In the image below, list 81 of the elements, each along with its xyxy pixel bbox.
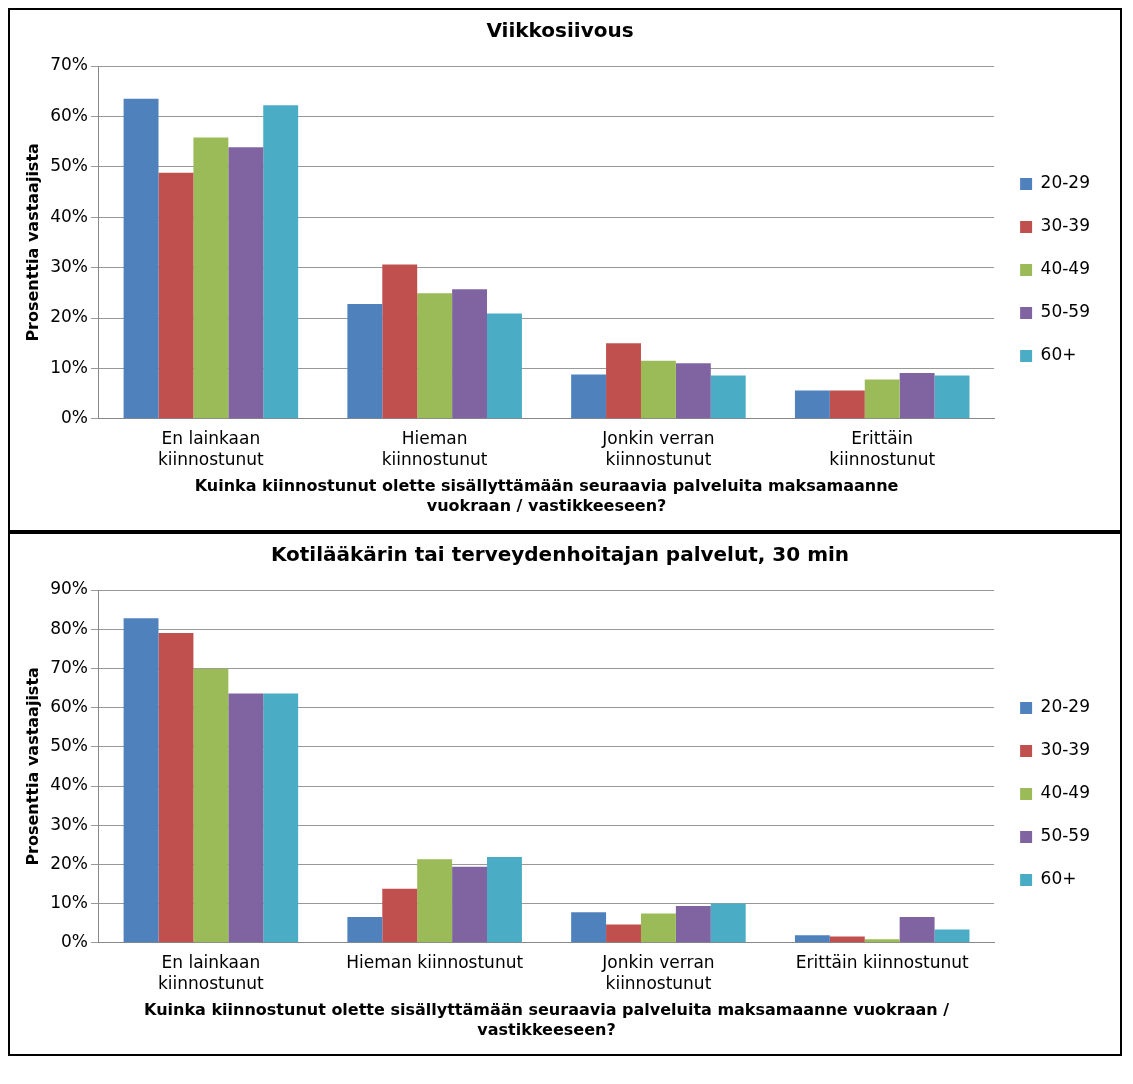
legend-label: 30-39	[1040, 739, 1091, 760]
bar	[452, 866, 488, 943]
y-tick-label: 10%	[50, 892, 88, 913]
bar	[417, 293, 453, 419]
y-tick-label: 60%	[50, 696, 88, 717]
bar	[382, 888, 418, 943]
bar	[934, 929, 970, 943]
chart-title: Kotilääkärin tai terveydenhoitajan palvelut, 30 min	[270, 542, 850, 567]
legend-label: 30-39	[1040, 215, 1091, 236]
y-tick-label: 0%	[61, 407, 88, 428]
y-tick-label: 10%	[50, 356, 88, 377]
bar	[829, 390, 865, 419]
bar	[606, 343, 641, 419]
legend-label: 60+	[1040, 868, 1077, 889]
legend-label: 60+	[1040, 344, 1077, 365]
y-tick-label: 40%	[50, 205, 88, 226]
bar	[710, 903, 746, 943]
bar	[640, 360, 676, 419]
y-axis-title: Prosenttia vastaajista	[22, 667, 42, 866]
bar	[263, 105, 299, 419]
bar	[452, 289, 488, 419]
legend-label: 20-29	[1040, 696, 1091, 717]
y-tick-label: 70%	[50, 656, 88, 677]
legend-label: 50-59	[1040, 301, 1091, 322]
bar	[228, 147, 264, 419]
bar	[710, 375, 746, 419]
x-axis-title: Kuinka kiinnostunut olette sisällyttämään seuraavia palveluita maksamaanne vuokraan / vastikkeeseen?	[194, 476, 899, 515]
bar	[934, 375, 970, 419]
x-tick-label: En lainkaan kiinnostunut	[157, 428, 265, 469]
x-tick-label: Jonkin verran kiinnostunut	[601, 428, 715, 469]
bar	[263, 693, 299, 943]
bar	[228, 693, 264, 943]
y-tick-label: 50%	[50, 155, 88, 176]
bar	[347, 916, 383, 943]
bar	[571, 912, 607, 943]
bar	[158, 172, 194, 419]
x-tick-label: En lainkaan kiinnostunut	[157, 952, 265, 993]
legend-label: 40-49	[1040, 782, 1091, 803]
chart-title: Viikkosiivous	[486, 18, 634, 43]
bar	[382, 264, 418, 419]
y-tick-label: 60%	[50, 104, 88, 125]
bar	[193, 668, 229, 943]
x-tick-label: Erittäin kiinnostunut	[795, 952, 969, 973]
bar	[640, 913, 676, 943]
y-tick-label: 70%	[50, 54, 88, 75]
bar	[193, 137, 229, 419]
legend-label: 50-59	[1040, 825, 1091, 846]
bar	[675, 363, 711, 419]
bar	[794, 390, 830, 419]
x-tick-label: Hieman kiinnostunut	[381, 428, 488, 469]
bar	[675, 905, 711, 943]
bar	[899, 916, 935, 943]
legend-label: 40-49	[1040, 258, 1091, 279]
y-tick-label: 20%	[50, 852, 88, 873]
y-tick-label: 30%	[50, 256, 88, 277]
bar	[864, 379, 900, 419]
bar	[158, 633, 194, 943]
x-tick-label: Jonkin verran kiinnostunut	[601, 952, 715, 993]
bar	[123, 98, 159, 419]
bar	[347, 303, 383, 419]
y-tick-label: 30%	[50, 813, 88, 834]
x-tick-label: Erittäin kiinnostunut	[829, 428, 936, 469]
y-tick-label: 20%	[50, 306, 88, 327]
bar	[123, 618, 159, 943]
bar	[606, 924, 641, 943]
y-tick-label: 0%	[61, 931, 88, 952]
bar	[417, 859, 453, 943]
bar	[487, 856, 522, 943]
legend-label: 20-29	[1040, 172, 1091, 193]
bar	[571, 374, 607, 419]
x-axis-title: Kuinka kiinnostunut olette sisällyttämään seuraavia palveluita maksamaanne vuokraan / vastikkeeseen?	[144, 1000, 950, 1039]
bar	[487, 313, 522, 419]
y-tick-label: 40%	[50, 774, 88, 795]
bar	[794, 935, 830, 943]
bar	[864, 939, 900, 943]
bar	[899, 372, 935, 419]
y-tick-label: 80%	[50, 617, 88, 638]
y-tick-label: 50%	[50, 735, 88, 756]
y-axis-title: Prosenttia vastaajista	[22, 143, 42, 342]
x-tick-label: Hieman kiinnostunut	[346, 952, 524, 973]
y-tick-label: 90%	[50, 578, 88, 599]
